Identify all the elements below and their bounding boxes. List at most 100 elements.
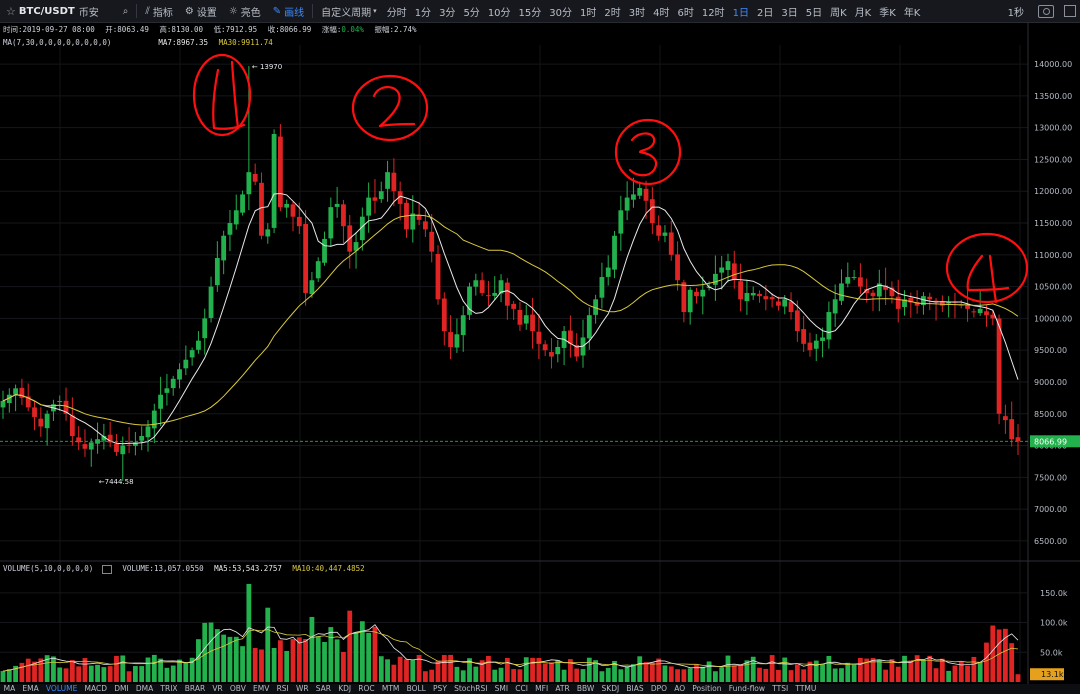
custom-period-dropdown[interactable]: 自定义周期 ▾ xyxy=(315,0,383,22)
indicator-tab-27[interactable]: DPO xyxy=(650,684,668,693)
volume-bar xyxy=(857,657,863,682)
candle-body xyxy=(700,289,706,297)
period-16[interactable]: 5日 xyxy=(805,7,823,19)
period-3[interactable]: 5分 xyxy=(463,7,480,19)
indicator-tab-26[interactable]: BIAS xyxy=(626,684,644,693)
indicator-tab-22[interactable]: MFI xyxy=(535,684,549,693)
volume-bar xyxy=(486,656,491,682)
annotation-digit-4 xyxy=(966,254,1010,304)
indicator-tab-9[interactable]: OBV xyxy=(229,684,246,693)
volume-bar xyxy=(132,666,138,682)
candle-body xyxy=(303,224,309,293)
volume-bar xyxy=(233,636,239,682)
symbol-selector[interactable]: ☆ BTC/USDT 币安 xyxy=(0,0,105,22)
candle-body xyxy=(914,302,920,306)
indicators-button[interactable]: ⫽ 指标 xyxy=(139,0,178,22)
indicator-tab-15[interactable]: ROC xyxy=(358,684,375,693)
search-button[interactable]: ⌕ xyxy=(117,0,135,22)
period-4[interactable]: 10分 xyxy=(487,7,511,19)
camera-icon[interactable] xyxy=(1038,4,1054,18)
period-20[interactable]: 年K xyxy=(903,7,921,19)
indicator-tab-14[interactable]: KDJ xyxy=(338,684,352,693)
volume-bar xyxy=(939,658,945,682)
low-marker: ←7444.58 xyxy=(99,478,134,486)
ma-params[interactable]: MA(7,30,0,0,0,0,0,0,0,0) xyxy=(3,38,112,47)
star-icon[interactable]: ☆ xyxy=(6,4,16,18)
indicator-tab-6[interactable]: TRIX xyxy=(160,684,178,693)
volume-bar xyxy=(971,656,977,682)
period-13[interactable]: 1日 xyxy=(732,7,749,19)
indicator-tab-20[interactable]: SMI xyxy=(494,684,509,693)
indicator-tab-5[interactable]: DMA xyxy=(135,684,154,693)
period-9[interactable]: 3时 xyxy=(628,7,646,19)
indicator-tab-32[interactable]: TTMU xyxy=(795,684,817,693)
candle-body xyxy=(631,194,636,200)
indicator-tab-10[interactable]: EMV xyxy=(253,684,270,693)
period-15[interactable]: 3日 xyxy=(781,7,798,19)
indicator-tab-19[interactable]: StochRSI xyxy=(454,684,488,693)
fullscreen-icon[interactable] xyxy=(1064,5,1076,17)
candle-body xyxy=(624,197,630,211)
indicator-tab-13[interactable]: SAR xyxy=(315,684,332,693)
period-5[interactable]: 15分 xyxy=(518,7,542,19)
candle-body xyxy=(486,295,491,297)
indicator-tab-16[interactable]: MTM xyxy=(381,684,400,693)
indicator-tab-28[interactable]: AO xyxy=(674,684,686,693)
refresh-interval[interactable]: 1秒 xyxy=(1007,7,1024,19)
settings-button[interactable]: ⚙ 设置 xyxy=(179,0,223,22)
period-18[interactable]: 月K xyxy=(854,7,872,19)
period-0[interactable]: 分时 xyxy=(386,7,407,19)
indicator-tab-8[interactable]: VR xyxy=(212,684,223,693)
candle-body xyxy=(0,401,6,408)
indicator-tab-29[interactable]: Position xyxy=(692,684,722,693)
indicator-tab-0[interactable]: MA xyxy=(3,684,16,693)
period-10[interactable]: 4时 xyxy=(653,7,670,19)
indicator-tab-17[interactable]: BOLL xyxy=(406,684,426,693)
indicator-tab-3[interactable]: MACD xyxy=(84,684,107,693)
volume-bar xyxy=(284,650,290,682)
indicator-tab-18[interactable]: PSY xyxy=(433,684,447,693)
theme-button[interactable]: ☼ 亮色 xyxy=(223,0,267,22)
candle-body xyxy=(807,342,813,351)
volume-bar xyxy=(177,659,182,682)
volume-bar xyxy=(549,662,554,682)
volume-bar xyxy=(246,583,252,682)
indicator-tab-30[interactable]: Fund-flow xyxy=(728,684,766,693)
indicator-tab-24[interactable]: BBW xyxy=(576,684,595,693)
period-1[interactable]: 1分 xyxy=(414,7,432,19)
period-12[interactable]: 12时 xyxy=(701,7,725,19)
candle-body xyxy=(921,296,926,306)
price-tick: 11000.00 xyxy=(1034,251,1072,260)
period-2[interactable]: 3分 xyxy=(439,7,456,19)
gear-icon: ⚙ xyxy=(184,5,194,17)
period-8[interactable]: 2时 xyxy=(604,7,621,19)
indicator-tab-25[interactable]: SKDJ xyxy=(601,684,620,693)
ma-legend: MA(7,30,0,0,0,0,0,0,0,0) MA7:8967.35 MA3… xyxy=(3,38,273,47)
candle-body xyxy=(467,286,472,315)
indicator-tab-2[interactable]: VOLUME xyxy=(45,684,78,693)
period-6[interactable]: 30分 xyxy=(549,7,573,19)
indicator-tab-31[interactable]: TTSI xyxy=(772,684,789,693)
indicator-tab-11[interactable]: RSI xyxy=(276,684,289,693)
volume-bar xyxy=(996,629,1002,682)
indicator-tab-1[interactable]: EMA xyxy=(22,684,39,693)
candle-body xyxy=(738,281,744,300)
indicator-tab-7[interactable]: BRAR xyxy=(184,684,206,693)
draw-button[interactable]: ✎ 画线 xyxy=(267,0,310,22)
period-7[interactable]: 1时 xyxy=(580,7,597,19)
indicator-tab-23[interactable]: ATR xyxy=(555,684,570,693)
volume-bar xyxy=(347,610,353,682)
volume-bar xyxy=(422,671,428,682)
period-14[interactable]: 2日 xyxy=(757,7,774,19)
period-17[interactable]: 周K xyxy=(830,7,847,19)
volume-params[interactable]: VOLUME(5,10,0,0,0,0) xyxy=(3,564,94,573)
indicator-tab-21[interactable]: CCI xyxy=(515,684,528,693)
indicator-tab-4[interactable]: DMI xyxy=(114,684,129,693)
candle-body xyxy=(315,261,321,279)
period-11[interactable]: 6时 xyxy=(677,7,694,19)
volume-bar xyxy=(101,667,107,682)
indicator-tab-12[interactable]: WR xyxy=(295,684,309,693)
eye-icon[interactable] xyxy=(101,564,112,574)
period-19[interactable]: 季K xyxy=(879,7,896,19)
